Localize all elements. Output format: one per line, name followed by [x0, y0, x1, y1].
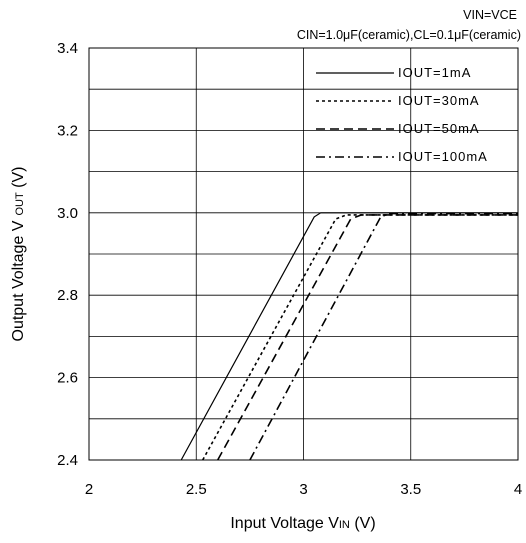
x-tick-label: 4: [514, 481, 522, 498]
x-axis-title-sub: IN: [339, 519, 350, 531]
x-tick-label: 2: [85, 481, 93, 498]
x-tick-label: 3: [299, 481, 307, 498]
legend-label-1: IOUT=1mA: [398, 65, 471, 80]
y-tick-label: 3.2: [57, 122, 78, 139]
y-axis-title-main: Output Voltage V: [10, 220, 27, 341]
y-tick-labels: 2.4 2.6 2.8 3.0 3.2 3.4: [57, 40, 78, 469]
x-tick-label: 2.5: [186, 481, 207, 498]
y-tick-label: 3.4: [57, 40, 78, 57]
condition-line-1: VIN=VCE: [463, 8, 517, 22]
plot-frame: [88, 47, 519, 461]
y-axis-title-sub: OUT: [14, 192, 26, 216]
series-lines: [180, 212, 518, 461]
y-tick-label: 2.6: [57, 370, 78, 387]
series-line-3: [216, 214, 518, 461]
legend-label-2: IOUT=30mA: [398, 93, 480, 108]
series-line-4: [249, 212, 518, 461]
legend-label-3: IOUT=50mA: [398, 121, 480, 136]
y-axis-title: Output Voltage V OUT (V): [10, 167, 27, 342]
y-tick-label: 2.8: [57, 287, 78, 304]
x-axis-title: Input Voltage VIN (V): [230, 515, 375, 532]
series-line-2: [201, 214, 518, 461]
x-tick-label: 3.5: [400, 481, 421, 498]
x-tick-labels: 2 2.5 3 3.5 4: [85, 481, 522, 498]
condition-line-2: CIN=1.0μF(ceramic),CL=0.1μF(ceramic): [297, 28, 521, 42]
y-axis-title-unit: (V): [10, 167, 27, 193]
legend-label-4: IOUT=100mA: [398, 149, 488, 164]
series-line-1: [180, 212, 518, 461]
y-tick-label: 3.0: [57, 205, 78, 222]
grid: [89, 48, 518, 460]
y-tick-label: 2.4: [57, 452, 78, 469]
legend: IOUT=1mA IOUT=30mA IOUT=50mA IOUT=100mA: [316, 65, 488, 164]
x-axis-title-main: Input Voltage V: [230, 515, 339, 532]
x-axis-title-unit: (V): [350, 515, 376, 532]
